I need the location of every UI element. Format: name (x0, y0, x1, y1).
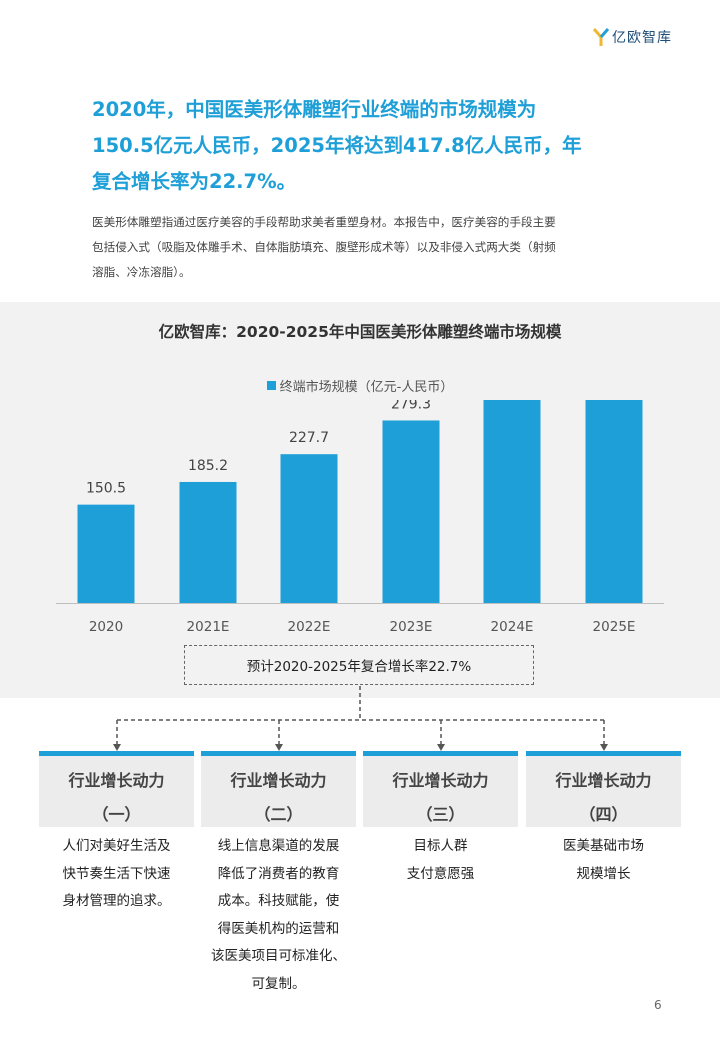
driver-line: 人们对美好生活及 (62, 838, 171, 854)
bar-2024E (483, 400, 541, 603)
driver-line: 线上信息渠道的发展 (217, 838, 340, 854)
intro-line: 包括侵入式（吸脂及体雕手术、自体脂肪填充、腹壁形成术等）以及非侵入式两大类（射频 (92, 240, 556, 254)
arrow-head-icon (437, 744, 445, 751)
driver-line: 可复制。 (251, 975, 306, 992)
driver-line: 规模增长 (576, 865, 631, 882)
driver-line: 目标人群 (413, 838, 468, 854)
headline-line: 150.5亿元人民币，2025年将达到417.8亿人民币，年 (92, 134, 582, 157)
data-label: 185.2 (188, 458, 228, 474)
driver-number: （二） (254, 805, 303, 824)
driver-title: 行业增长动力 (230, 771, 327, 790)
legend-swatch (266, 381, 276, 390)
cagr-callout: 预计2020-2025年复合增长率22.7% (184, 645, 534, 685)
arrow-head-icon (113, 744, 121, 751)
arrow-head-icon (275, 744, 283, 751)
data-label: 279.3 (391, 400, 431, 412)
headline-line: 复合增长率为22.7%。 (92, 170, 297, 193)
headline: 2020年，中国医美形体雕塑行业终端的市场规模为 150.5亿元人民币，2025… (92, 92, 652, 200)
driver-header: 行业增长动力 （四） (526, 751, 681, 827)
legend-label: 终端市场规模（亿元-人民币） (279, 380, 454, 395)
x-tick-label: 2021E (187, 619, 230, 635)
cagr-label: 预计2020-2025年复合增长率22.7% (246, 659, 472, 675)
bar-chart: 150.52020185.22021E227.72022E279.32023E3… (56, 400, 664, 635)
driver-header: 行业增长动力 （三） (363, 751, 518, 827)
driver-description: 线上信息渠道的发展 降低了消费者的教育 成本。科技赋能，使 得医美机构的运营和 … (201, 833, 356, 998)
driver-line: 该医美项目可标准化、 (211, 948, 346, 964)
growth-driver-card: 行业增长动力 （四） 医美基础市场 规模增长 (526, 751, 681, 888)
connector-arrows (113, 686, 608, 751)
driver-description: 医美基础市场 规模增长 (526, 833, 681, 888)
x-tick-label: 2022E (288, 619, 331, 635)
growth-driver-card: 行业增长动力 （三） 目标人群 支付意愿强 (363, 751, 518, 888)
arrow-head-icon (600, 744, 608, 751)
driver-description: 人们对美好生活及 快节奏生活下快速 身材管理的追求。 (39, 833, 194, 916)
y-mark-icon (593, 28, 609, 46)
driver-line: 医美基础市场 (563, 838, 644, 854)
bar-2023E (382, 420, 440, 603)
intro-line: 医美形体雕塑指通过医疗美容的手段帮助求美者重塑身材。本报告中，医疗美容的手段主要 (92, 215, 556, 229)
driver-number: （四） (579, 805, 628, 824)
driver-line: 得医美机构的运营和 (217, 920, 340, 937)
bar-2020 (77, 504, 135, 603)
driver-description: 目标人群 支付意愿强 (363, 833, 518, 888)
driver-number: （一） (92, 805, 141, 824)
driver-line: 降低了消费者的教育 (217, 865, 340, 882)
driver-line: 支付意愿强 (406, 865, 475, 882)
growth-driver-card: 行业增长动力 （二） 线上信息渠道的发展 降低了消费者的教育 成本。科技赋能，使… (201, 751, 356, 998)
intro-paragraph: 医美形体雕塑指通过医疗美容的手段帮助求美者重塑身材。本报告中，医疗美容的手段主要… (92, 210, 637, 285)
brand-name: 亿欧智库 (612, 30, 672, 46)
chart-legend: 终端市场规模（亿元-人民币） (0, 376, 720, 395)
driver-line: 成本。科技赋能，使 (217, 893, 340, 909)
driver-header: 行业增长动力 （一） (39, 751, 194, 827)
intro-line: 溶脂、冷冻溶脂）。 (92, 265, 191, 279)
driver-line: 快节奏生活下快速 (62, 865, 171, 882)
x-tick-label: 2023E (390, 619, 433, 635)
driver-header: 行业增长动力 （二） (201, 751, 356, 827)
bar-2025E (585, 400, 643, 603)
driver-title: 行业增长动力 (392, 771, 489, 790)
driver-title: 行业增长动力 (555, 771, 652, 790)
x-tick-label: 2025E (593, 619, 636, 635)
bar-2021E (179, 481, 237, 603)
chart-title: 亿欧智库：2020-2025年中国医美形体雕塑终端市场规模 (158, 323, 562, 341)
x-tick-label: 2020 (89, 619, 123, 635)
driver-title: 行业增长动力 (68, 771, 165, 790)
bar-2022E (280, 454, 338, 603)
page-number: 6 (654, 998, 662, 1012)
data-label: 227.7 (289, 430, 329, 446)
headline-line: 2020年，中国医美形体雕塑行业终端的市场规模为 (92, 98, 537, 121)
x-tick-label: 2024E (491, 619, 534, 635)
growth-driver-card: 行业增长动力 （一） 人们对美好生活及 快节奏生活下快速 身材管理的追求。 (39, 751, 194, 916)
driver-line: 身材管理的追求。 (62, 893, 171, 909)
driver-number: （三） (416, 805, 465, 824)
data-label: 150.5 (86, 481, 126, 497)
brand-logo: 亿欧智库 (593, 27, 672, 47)
